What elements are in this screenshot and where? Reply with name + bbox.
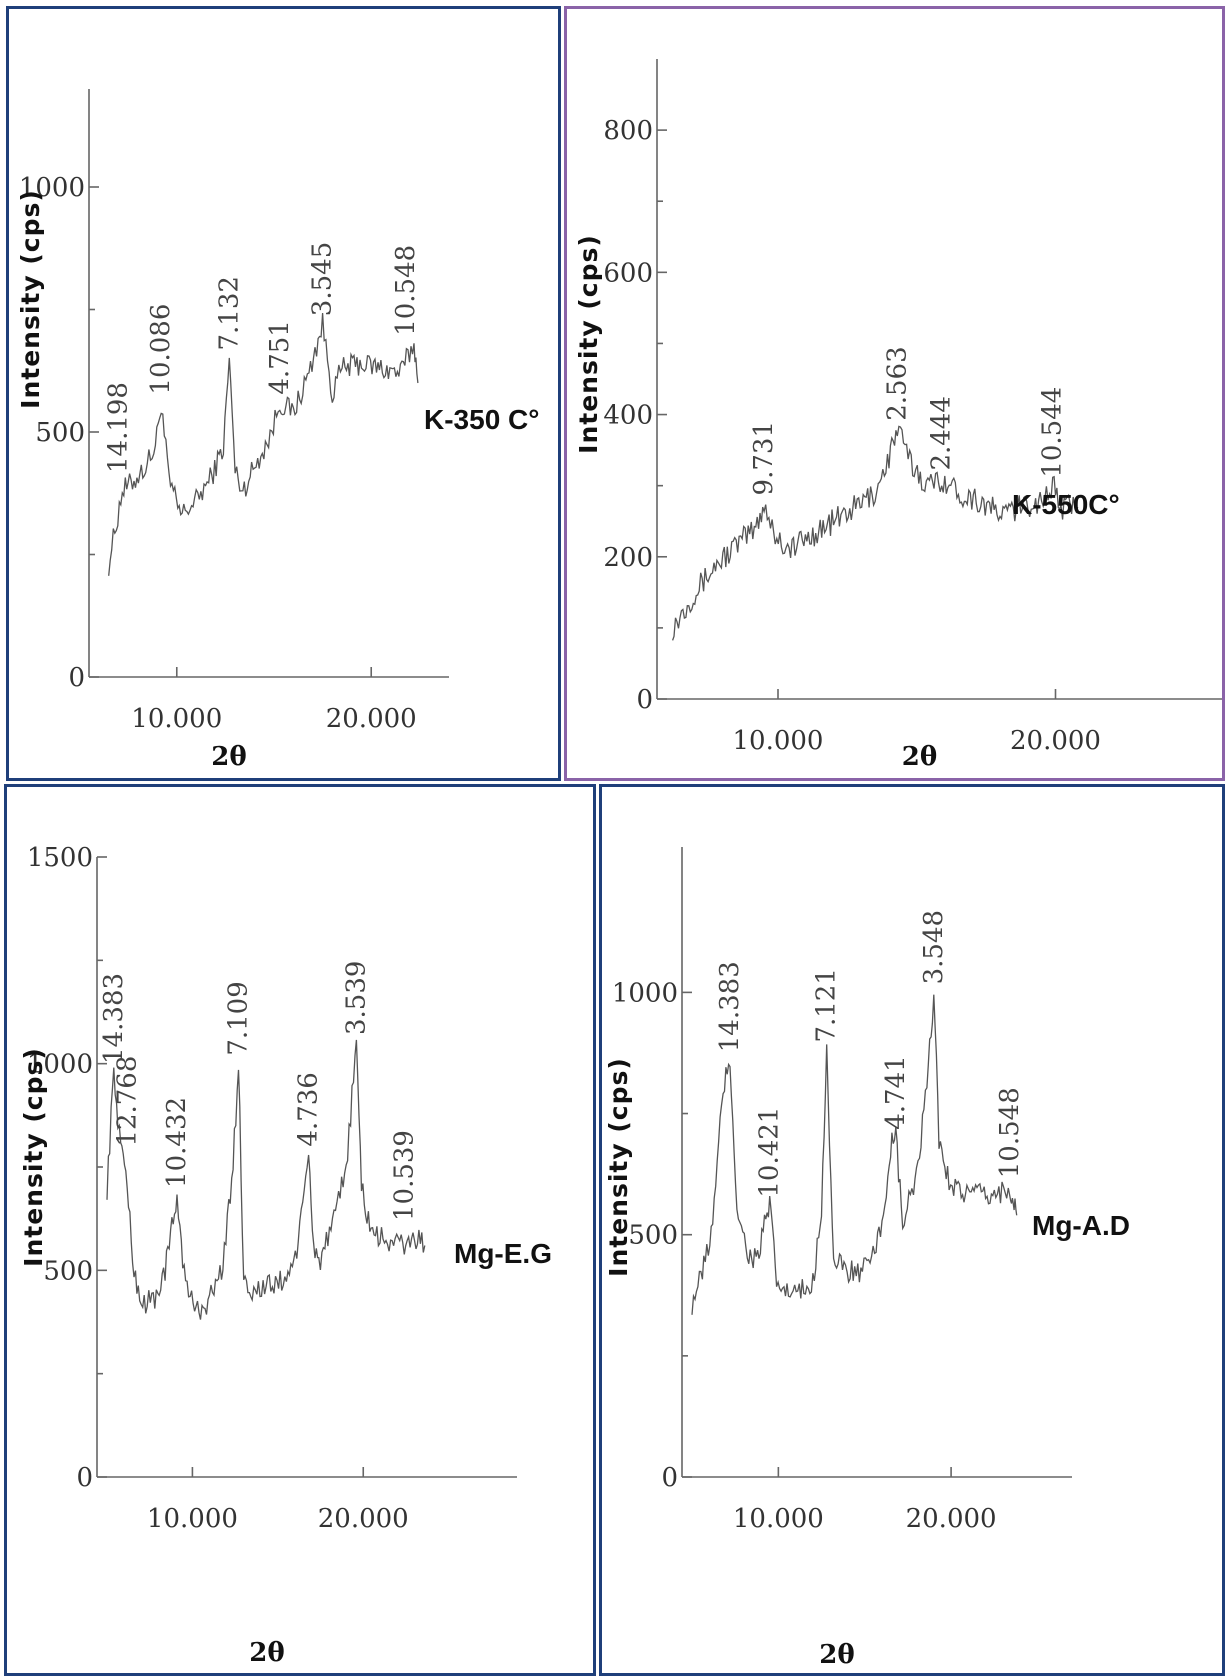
sample-label: K-350 C°	[424, 404, 539, 435]
y-tick-label: 500	[628, 1221, 678, 1251]
peak-label: 4.751	[265, 320, 295, 394]
y-tick-label: 1000	[27, 1050, 93, 1080]
peak-label: 14.198	[103, 382, 133, 473]
panel-mg-ad: 0 500 1000 10.000 20.000 14.383 10.421 7.121 4.7…	[599, 784, 1225, 1676]
xrd-trace	[691, 994, 1018, 1315]
panel-k350: 0 500 1000 10.000 20.000 14.198 10.086 7.132 4.7…	[6, 6, 561, 781]
x-tick-label: 20.000	[906, 1504, 997, 1534]
y-axis-label: Intensity (cps)	[19, 1047, 48, 1267]
y-tick-label: 600	[603, 258, 653, 288]
x-tick-label: 20.000	[1010, 726, 1101, 756]
x-tick-label: 10.000	[131, 704, 222, 734]
x-tick-label: 20.000	[318, 1504, 409, 1534]
y-tick-label: 500	[35, 418, 85, 448]
y-tick-label: 400	[603, 401, 653, 431]
peak-label: 12.768	[113, 1056, 143, 1147]
sample-label: Mg-A.D	[1032, 1210, 1130, 1241]
x-axis-label: 2θ	[249, 1638, 284, 1668]
peak-label: 3.539	[341, 961, 371, 1035]
x-axis-label: 2θ	[819, 1640, 854, 1670]
peak-label: 2.444	[927, 396, 957, 470]
xrd-trace	[671, 425, 1079, 641]
panel-mg-eg: 0 500 1000 1500 10.000 20.000 14.383 12.768 10.4…	[4, 784, 596, 1676]
y-tick-label: 0	[636, 685, 653, 715]
y-tick-label: 0	[68, 663, 85, 693]
panel-k550: 0 200 400 600 800 10.000 20.000 9.731 2.563 2.444…	[564, 6, 1225, 781]
peak-label: 10.539	[389, 1130, 419, 1221]
peak-label: 7.132	[214, 276, 244, 350]
y-tick-label: 1500	[27, 843, 93, 873]
peak-label: 10.432	[162, 1097, 192, 1188]
y-tick-label: 1000	[19, 173, 85, 203]
peak-label: 3.545	[308, 242, 338, 316]
chart-mg-ad: 0 500 1000 10.000 20.000 14.383 10.421 7.121 4.7…	[604, 847, 1130, 1670]
y-axis-label: Intensity (cps)	[574, 234, 603, 454]
xrd-trace	[108, 312, 419, 576]
peak-label: 2.563	[882, 346, 912, 420]
x-axis-label: 2θ	[211, 742, 246, 772]
peak-label: 4.736	[294, 1072, 324, 1146]
peak-label: 4.741	[881, 1055, 911, 1129]
y-tick-label: 500	[43, 1256, 93, 1286]
peak-label: 9.731	[749, 421, 779, 495]
peak-label: 7.121	[812, 968, 842, 1042]
x-axis-label: 2θ	[902, 742, 937, 772]
peak-label: 10.548	[391, 245, 421, 336]
peak-label: 10.086	[146, 304, 176, 395]
peak-label: 10.548	[995, 1087, 1025, 1178]
sample-label: Mg-E.G	[454, 1238, 552, 1269]
x-tick-label: 10.000	[733, 1504, 824, 1534]
y-axis-label: Intensity (cps)	[16, 189, 45, 409]
chart-k350: 0 500 1000 10.000 20.000 14.198 10.086 7.132 4.7…	[16, 89, 539, 772]
peak-label: 3.548	[919, 910, 949, 984]
y-tick-label: 800	[603, 116, 653, 146]
peak-label: 7.109	[224, 981, 254, 1055]
y-tick-label: 0	[661, 1463, 678, 1493]
xrd-trace	[106, 1039, 426, 1320]
chart-k550: 0 200 400 600 800 10.000 20.000 9.731 2.563 2.444…	[574, 59, 1222, 772]
peak-label: 14.383	[715, 961, 745, 1052]
y-tick-label: 200	[603, 543, 653, 573]
y-tick-label: 1000	[612, 978, 678, 1008]
x-tick-label: 10.000	[147, 1504, 238, 1534]
x-tick-label: 20.000	[326, 704, 417, 734]
sample-label: K-550C°	[1012, 489, 1120, 520]
x-tick-label: 10.000	[733, 726, 824, 756]
peak-label: 10.421	[755, 1107, 785, 1198]
y-tick-label: 0	[76, 1463, 93, 1493]
peak-label: 14.383	[99, 973, 129, 1064]
y-axis-label: Intensity (cps)	[604, 1057, 633, 1277]
peak-label: 10.544	[1038, 387, 1068, 478]
